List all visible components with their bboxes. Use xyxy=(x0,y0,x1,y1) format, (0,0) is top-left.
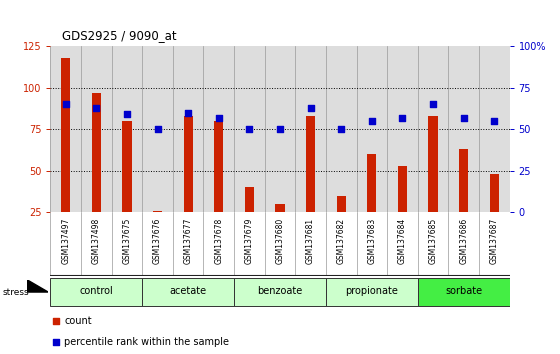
Text: GSM137680: GSM137680 xyxy=(276,217,284,264)
Text: GDS2925 / 9090_at: GDS2925 / 9090_at xyxy=(62,29,176,42)
Point xyxy=(184,110,193,115)
Text: GSM137678: GSM137678 xyxy=(214,217,223,264)
Point xyxy=(153,126,162,132)
FancyBboxPatch shape xyxy=(418,278,510,306)
Point xyxy=(123,112,132,117)
Point xyxy=(276,126,284,132)
Text: benzoate: benzoate xyxy=(258,286,302,296)
Text: GSM137676: GSM137676 xyxy=(153,217,162,264)
Text: GSM137677: GSM137677 xyxy=(184,217,193,264)
Text: control: control xyxy=(80,286,113,296)
Bar xyxy=(306,116,315,254)
Point xyxy=(214,115,223,120)
Text: percentile rank within the sample: percentile rank within the sample xyxy=(64,337,229,348)
Text: GSM137675: GSM137675 xyxy=(123,217,132,264)
Text: sorbate: sorbate xyxy=(445,286,482,296)
Text: GSM137498: GSM137498 xyxy=(92,217,101,264)
Text: stress: stress xyxy=(3,287,30,297)
Bar xyxy=(245,188,254,254)
Bar xyxy=(398,166,407,254)
Text: GSM137685: GSM137685 xyxy=(428,217,437,264)
Point xyxy=(306,105,315,110)
Text: GSM137679: GSM137679 xyxy=(245,217,254,264)
Text: GSM137681: GSM137681 xyxy=(306,217,315,264)
Point xyxy=(428,101,437,107)
Bar xyxy=(153,211,162,254)
Point xyxy=(61,101,70,107)
Point xyxy=(337,126,346,132)
Bar xyxy=(184,116,193,254)
Text: GSM137684: GSM137684 xyxy=(398,217,407,264)
FancyBboxPatch shape xyxy=(142,278,234,306)
Bar xyxy=(276,204,284,254)
Text: GSM137682: GSM137682 xyxy=(337,217,346,264)
Text: GSM137497: GSM137497 xyxy=(61,217,70,264)
Text: GSM137683: GSM137683 xyxy=(367,217,376,264)
Point xyxy=(52,318,60,324)
Bar xyxy=(122,121,132,254)
Point xyxy=(398,115,407,120)
Text: propionate: propionate xyxy=(346,286,398,296)
FancyBboxPatch shape xyxy=(234,278,326,306)
Polygon shape xyxy=(27,280,48,292)
Text: GSM137687: GSM137687 xyxy=(490,217,499,264)
Bar xyxy=(214,121,223,254)
Bar xyxy=(92,93,101,254)
Point xyxy=(92,105,101,110)
FancyBboxPatch shape xyxy=(326,278,418,306)
Text: count: count xyxy=(64,316,92,326)
Bar xyxy=(337,196,346,254)
Point xyxy=(367,118,376,124)
Point xyxy=(490,118,499,124)
Bar xyxy=(428,116,438,254)
Bar xyxy=(459,149,468,254)
Bar xyxy=(489,174,499,254)
FancyBboxPatch shape xyxy=(50,278,142,306)
Text: GSM137686: GSM137686 xyxy=(459,217,468,264)
Point xyxy=(459,115,468,120)
Bar xyxy=(61,58,71,254)
Bar xyxy=(367,154,376,254)
Point xyxy=(245,126,254,132)
Point xyxy=(52,340,60,346)
Text: acetate: acetate xyxy=(170,286,207,296)
